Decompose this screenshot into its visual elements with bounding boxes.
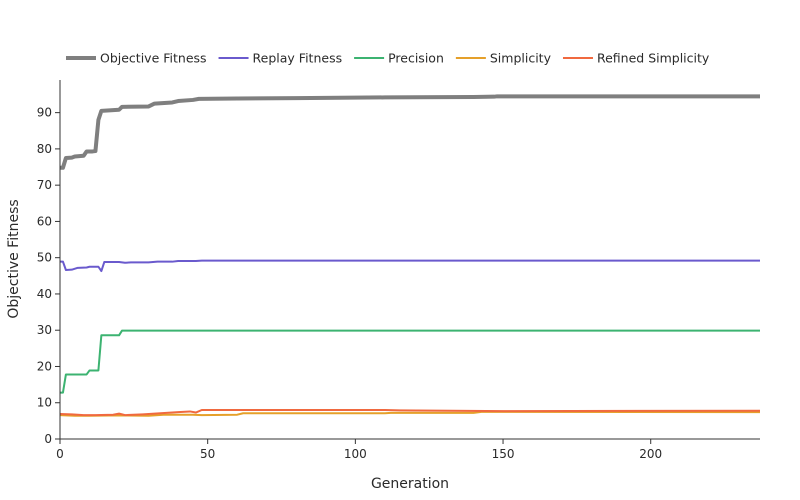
legend-item-objective-fitness[interactable]: Objective Fitness	[66, 51, 207, 66]
x-tick-label: 200	[639, 447, 662, 461]
legend-item-replay-fitness[interactable]: Replay Fitness	[218, 51, 343, 66]
y-tick-label: 10	[37, 396, 52, 410]
plot-area	[59, 94, 761, 417]
series-line-precision	[60, 329, 760, 394]
series-line-refined-simplicity	[59, 408, 761, 417]
legend-item-simplicity[interactable]: Simplicity	[455, 51, 552, 66]
legend-label: Objective Fitness	[100, 51, 207, 66]
y-tick-label: 50	[37, 251, 52, 265]
legend: Objective Fitness Replay Fitness Precision…	[66, 51, 710, 66]
y-axis-title: Objective Fitness	[6, 199, 22, 318]
x-tick-label: 100	[344, 447, 367, 461]
tick-labels: 0 50 100 150 200 0 10 20 30 40 50 60 70 80 90	[37, 106, 662, 461]
legend-label: Replay Fitness	[253, 51, 343, 66]
series-line-replay-fitness	[60, 259, 760, 273]
axes	[59, 80, 760, 440]
x-tick-label: 0	[56, 447, 64, 461]
x-tick-label: 50	[200, 447, 215, 461]
series-line-objective-fitness	[60, 94, 760, 170]
legend-item-refined-simplicity[interactable]: Refined Simplicity	[562, 51, 710, 66]
y-tick-label: 30	[37, 323, 52, 337]
y-tick-label: 0	[44, 432, 52, 446]
y-tick-label: 60	[37, 214, 52, 228]
y-tick-label: 20	[37, 359, 52, 373]
y-tick-label: 70	[37, 178, 52, 192]
legend-label: Refined Simplicity	[597, 51, 710, 66]
x-axis-title: Generation	[371, 476, 449, 492]
y-tick-label: 80	[37, 142, 52, 156]
legend-label: Simplicity	[490, 51, 552, 66]
x-tick-label: 150	[492, 447, 515, 461]
legend-label: Precision	[388, 51, 444, 66]
legend-item-precision[interactable]: Precision	[354, 51, 444, 66]
y-tick-label: 40	[37, 287, 52, 301]
y-tick-label: 90	[37, 106, 52, 120]
